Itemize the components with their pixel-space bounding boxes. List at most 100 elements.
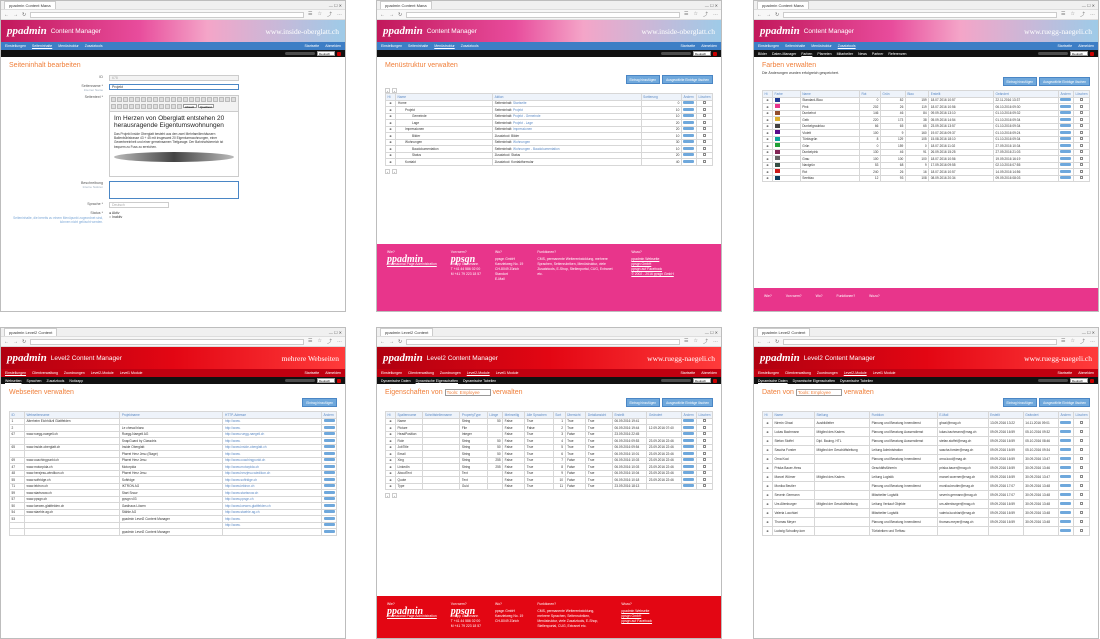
window-controls[interactable]: — ☐ ✕ xyxy=(704,329,718,335)
footer-line[interactable]: ppsgn GmbH xyxy=(495,609,516,613)
window-controls[interactable]: — ☐ ✕ xyxy=(1081,329,1095,335)
delete-checkbox[interactable] xyxy=(702,127,706,131)
submenu-item[interactable]: News xyxy=(858,51,867,56)
editor-toolbar[interactable]: Absatz Quelltext xyxy=(110,96,238,112)
nav-clients[interactable]: Clientverwaltung xyxy=(32,371,58,375)
nav-logout[interactable]: Abmelden xyxy=(701,371,717,375)
add-entry-button[interactable]: Eintrag hinzufügen xyxy=(625,75,661,84)
table-row[interactable]: 53 ppadmin Level2 Content Manager http://w… xyxy=(9,515,337,523)
refresh-icon[interactable]: ↻ xyxy=(22,11,27,18)
delete-checkbox[interactable] xyxy=(702,445,706,449)
nav-assignments[interactable]: Zuordnungen xyxy=(816,371,838,375)
submenu-item[interactable]: Dynamische Eigenschaften xyxy=(415,378,458,383)
browser-tab[interactable]: ppadmin Level2 Content xyxy=(380,328,434,336)
edit-button[interactable] xyxy=(323,438,335,442)
edit-button[interactable] xyxy=(683,140,695,144)
footer-line[interactable]: T +41 44 586 02 00 xyxy=(450,619,481,623)
delete-checkbox[interactable] xyxy=(702,425,706,429)
table-row[interactable]: ➔ Dunkelgraublau 66 65 65 23.09.2016 13:57 01.… xyxy=(762,122,1091,130)
edit-button[interactable] xyxy=(1060,429,1072,433)
pagination[interactable]: ‹ › xyxy=(385,88,397,93)
edit-button[interactable] xyxy=(683,127,695,131)
row-handle[interactable]: ➔ xyxy=(385,482,396,490)
submenu-item[interactable]: Sprachen xyxy=(26,378,42,383)
edit-button[interactable] xyxy=(323,490,335,494)
footer-line[interactable]: Kanzleiweg No. 19 xyxy=(495,614,524,618)
refresh-icon[interactable]: ↻ xyxy=(398,338,403,345)
nav-settings[interactable]: Einstellungen xyxy=(758,371,780,375)
edit-button[interactable] xyxy=(683,153,695,157)
nav-home[interactable]: Startseite xyxy=(1057,371,1073,375)
delete-checkbox[interactable] xyxy=(1079,429,1083,433)
column-header[interactable]: Sortierung xyxy=(640,93,682,101)
delete-checkbox[interactable] xyxy=(1079,474,1083,478)
footer-line[interactable]: ppadmin Webseite xyxy=(621,609,650,613)
description-field[interactable] xyxy=(109,181,239,199)
delete-checkbox[interactable] xyxy=(1079,447,1083,451)
edit-button[interactable] xyxy=(1060,104,1072,108)
nav-extra-tools[interactable]: Zusatztools xyxy=(84,44,103,48)
table-row[interactable]: ➔ Severin Germann Mitarbeiter Logistik seve… xyxy=(762,489,1091,500)
nav-extra-tools[interactable]: Zusatztools xyxy=(837,44,856,48)
nav-menu-structure[interactable]: Menüstruktur xyxy=(58,44,79,48)
table-row[interactable]: ➔ Pink 202 26 119 18.07.2016 10:56 06.10.2016 … xyxy=(762,103,1091,111)
name-field[interactable]: Projekt xyxy=(109,84,239,90)
edit-button[interactable] xyxy=(323,523,335,527)
row-handle[interactable]: ➔ xyxy=(762,489,773,500)
nav-level1-modules[interactable]: Level1 Module xyxy=(495,371,519,375)
nav-settings[interactable]: Einstellungen xyxy=(5,44,27,48)
footer-line[interactable]: CMS, permanente Weiterentwicklung, mehre… xyxy=(537,609,599,628)
edit-button[interactable] xyxy=(683,419,695,423)
edit-button[interactable] xyxy=(683,120,695,124)
table-row[interactable]: 54 www.staehle.ag.ch Stähle AG http://www.s… xyxy=(9,508,337,516)
browser-tab[interactable]: ppadmin Content Mana xyxy=(4,1,56,9)
table-row[interactable]: ➔ Nirmin Ghazi Ausbildleiter Planung und Be… xyxy=(762,417,1091,428)
browser-tab[interactable]: ppadmin Level2 Content xyxy=(757,328,811,336)
forward-icon[interactable]: → xyxy=(766,11,771,18)
edit-button[interactable] xyxy=(683,471,695,475)
row-handle[interactable]: ➔ xyxy=(762,498,773,509)
add-entry-button[interactable]: Eintrag hinzufügen xyxy=(1002,77,1038,86)
nav-logout[interactable]: Abmelden xyxy=(325,44,341,48)
column-header[interactable]: Blau xyxy=(904,90,930,98)
footer-line[interactable]: ppsgn GmbH xyxy=(631,262,652,266)
edit-button[interactable] xyxy=(323,497,335,501)
submenu-item[interactable]: Daten-Manager xyxy=(771,51,797,56)
refresh-icon[interactable]: ↻ xyxy=(22,338,27,345)
close-icon[interactable] xyxy=(713,378,717,383)
footer-line[interactable]: CH-8049 Zürich xyxy=(495,619,519,623)
close-icon[interactable] xyxy=(337,51,341,56)
edit-button[interactable] xyxy=(1060,483,1072,487)
delete-checkbox[interactable] xyxy=(702,419,706,423)
edit-button[interactable] xyxy=(323,503,335,507)
edit-button[interactable] xyxy=(323,451,335,455)
footer-line[interactable]: CH-8049 Zürich xyxy=(495,267,519,271)
edit-button[interactable] xyxy=(1060,143,1072,147)
delete-selected-button[interactable]: Ausgewählte Einträge löschen xyxy=(662,75,713,84)
nav-settings[interactable]: Einstellungen xyxy=(381,371,403,375)
delete-checkbox[interactable] xyxy=(1079,117,1083,121)
delete-checkbox[interactable] xyxy=(702,484,706,488)
footer-line[interactable]: ppsgn GmbH xyxy=(621,614,642,618)
edit-button[interactable] xyxy=(683,432,695,436)
row-handle[interactable]: ➔ xyxy=(762,507,773,518)
url-field[interactable] xyxy=(30,11,305,18)
delete-checkbox[interactable] xyxy=(1079,501,1083,505)
table-row[interactable]: ➔ Type Guid False True 11 False True 23.09.2016 … xyxy=(385,482,714,490)
delete-checkbox[interactable] xyxy=(1079,492,1083,496)
back-icon[interactable]: ← xyxy=(380,11,385,18)
delete-checkbox[interactable] xyxy=(1079,98,1083,102)
table-row[interactable]: ➔ Gelb 220 173 38 05.09.2016 14:54 01.10.2016 … xyxy=(762,116,1091,124)
delete-checkbox[interactable] xyxy=(702,159,706,163)
refresh-icon[interactable]: ↻ xyxy=(398,11,403,18)
table-row[interactable]: ➔ Grau 100 100 100 18.07.2016 10:56 19.09.2016… xyxy=(762,155,1091,163)
submenu-item[interactable]: Pfarreien xyxy=(817,51,832,56)
footer-line[interactable]: ppsgn auf Facebook xyxy=(621,619,653,623)
row-handle[interactable]: ➔ xyxy=(762,525,773,536)
edit-button[interactable] xyxy=(323,458,335,462)
nav-level1-modules[interactable]: Level1 Module xyxy=(119,371,143,375)
edit-button[interactable] xyxy=(1060,124,1072,128)
submenu-item[interactable]: Mitarbeiter xyxy=(836,51,854,56)
row-handle[interactable]: ➔ xyxy=(762,471,773,482)
edit-button[interactable] xyxy=(1060,420,1072,424)
